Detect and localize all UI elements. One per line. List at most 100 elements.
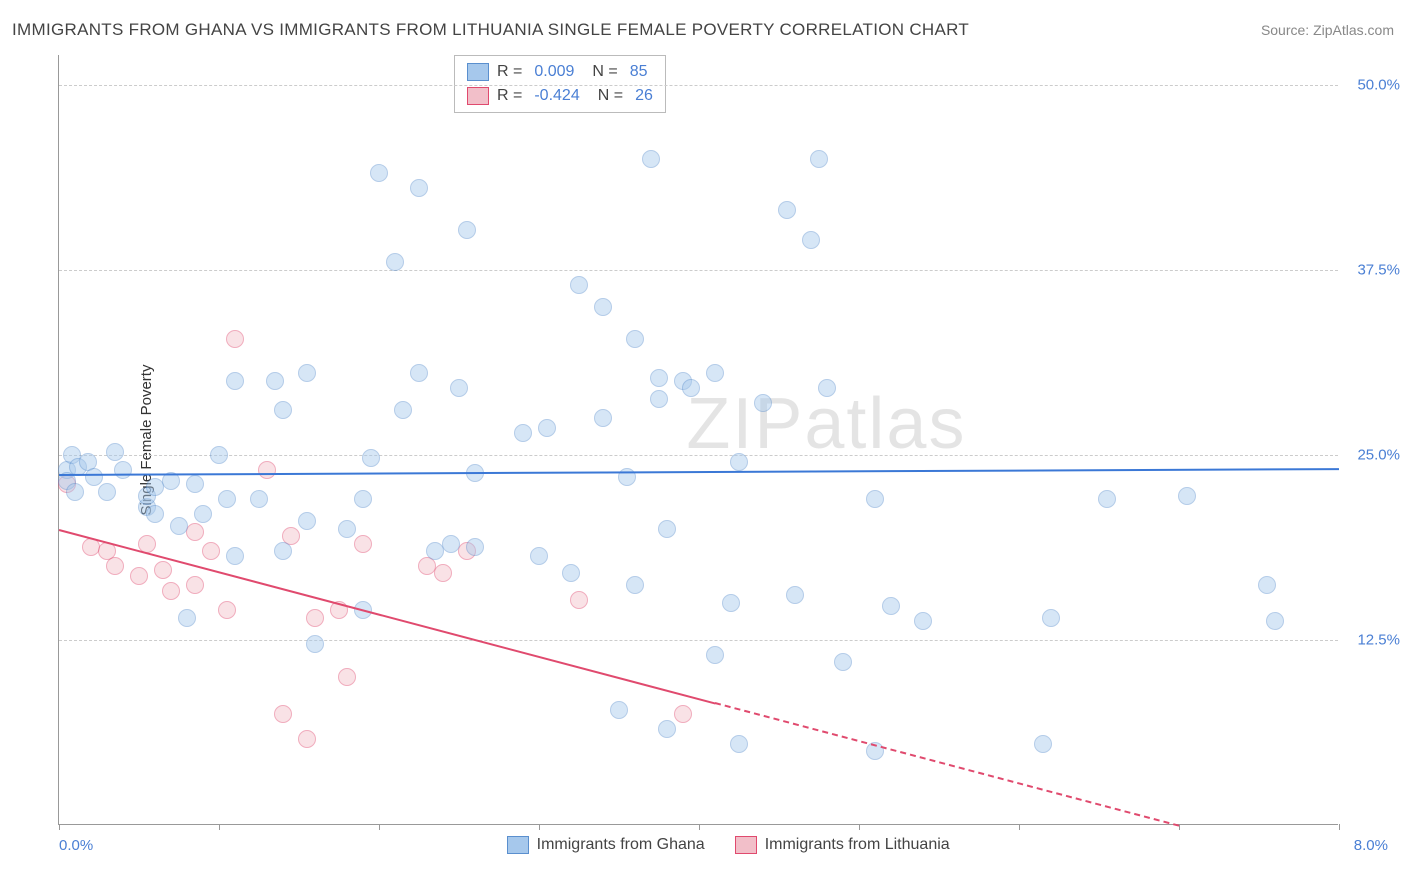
data-point bbox=[226, 547, 244, 565]
data-point bbox=[274, 705, 292, 723]
data-point bbox=[274, 401, 292, 419]
data-point bbox=[410, 364, 428, 382]
trend-line bbox=[59, 468, 1339, 476]
data-point bbox=[130, 567, 148, 585]
data-point bbox=[626, 330, 644, 348]
data-point bbox=[1034, 735, 1052, 753]
legend-n-label: N = bbox=[592, 60, 617, 84]
data-point bbox=[466, 538, 484, 556]
legend-swatch-lithuania bbox=[467, 87, 489, 105]
data-point bbox=[442, 535, 460, 553]
data-point bbox=[642, 150, 660, 168]
data-point bbox=[914, 612, 932, 630]
data-point bbox=[538, 419, 556, 437]
data-point bbox=[114, 461, 132, 479]
data-point bbox=[754, 394, 772, 412]
data-point bbox=[210, 446, 228, 464]
data-point bbox=[146, 505, 164, 523]
gridline bbox=[59, 640, 1338, 641]
trend-line bbox=[715, 702, 1180, 827]
data-point bbox=[1042, 609, 1060, 627]
series-name-lithuania: Immigrants from Lithuania bbox=[765, 836, 950, 854]
data-point bbox=[274, 542, 292, 560]
data-point bbox=[722, 594, 740, 612]
legend-n-value-ghana: 85 bbox=[630, 60, 648, 84]
series-swatch-ghana bbox=[507, 836, 529, 854]
data-point bbox=[626, 576, 644, 594]
data-point bbox=[594, 409, 612, 427]
data-point bbox=[1178, 487, 1196, 505]
data-point bbox=[658, 720, 676, 738]
series-swatch-lithuania bbox=[735, 836, 757, 854]
legend-r-label: R = bbox=[497, 84, 522, 108]
x-tick bbox=[379, 824, 380, 830]
legend-n-label: N = bbox=[598, 84, 623, 108]
data-point bbox=[682, 379, 700, 397]
x-tick bbox=[859, 824, 860, 830]
data-point bbox=[338, 668, 356, 686]
legend-swatch-ghana bbox=[467, 63, 489, 81]
data-point bbox=[778, 201, 796, 219]
data-point bbox=[786, 586, 804, 604]
data-point bbox=[178, 609, 196, 627]
data-point bbox=[162, 582, 180, 600]
data-point bbox=[386, 253, 404, 271]
data-point bbox=[1258, 576, 1276, 594]
y-tick-label: 25.0% bbox=[1345, 446, 1400, 463]
trend-line bbox=[59, 529, 715, 704]
legend-r-label: R = bbox=[497, 60, 522, 84]
data-point bbox=[706, 364, 724, 382]
x-tick bbox=[1019, 824, 1020, 830]
y-tick-label: 37.5% bbox=[1345, 261, 1400, 278]
x-axis-min-label: 0.0% bbox=[59, 837, 93, 854]
chart-title: IMMIGRANTS FROM GHANA VS IMMIGRANTS FROM… bbox=[12, 20, 969, 40]
data-point bbox=[154, 561, 172, 579]
x-tick bbox=[1339, 824, 1340, 830]
data-point bbox=[354, 535, 372, 553]
y-tick-label: 50.0% bbox=[1345, 76, 1400, 93]
x-tick bbox=[539, 824, 540, 830]
data-point bbox=[570, 276, 588, 294]
data-point bbox=[562, 564, 580, 582]
gridline bbox=[59, 270, 1338, 271]
data-point bbox=[106, 443, 124, 461]
data-point bbox=[186, 523, 204, 541]
series-name-ghana: Immigrants from Ghana bbox=[537, 836, 705, 854]
data-point bbox=[66, 483, 84, 501]
data-point bbox=[370, 164, 388, 182]
data-point bbox=[218, 490, 236, 508]
data-point bbox=[514, 424, 532, 442]
data-point bbox=[98, 483, 116, 501]
legend-row-ghana: R = 0.009 N = 85 bbox=[467, 60, 653, 84]
data-point bbox=[354, 490, 372, 508]
legend-n-value-lithuania: 26 bbox=[635, 84, 653, 108]
data-point bbox=[194, 505, 212, 523]
data-point bbox=[434, 564, 452, 582]
data-point bbox=[170, 517, 188, 535]
data-point bbox=[730, 453, 748, 471]
series-legend-lithuania: Immigrants from Lithuania bbox=[735, 836, 950, 854]
data-point bbox=[834, 653, 852, 671]
data-point bbox=[1266, 612, 1284, 630]
data-point bbox=[1098, 490, 1116, 508]
data-point bbox=[306, 635, 324, 653]
data-point bbox=[818, 379, 836, 397]
data-point bbox=[186, 576, 204, 594]
data-point bbox=[706, 646, 724, 664]
data-point bbox=[730, 735, 748, 753]
data-point bbox=[410, 179, 428, 197]
legend-r-value-ghana: 0.009 bbox=[534, 60, 574, 84]
data-point bbox=[882, 597, 900, 615]
y-tick-label: 12.5% bbox=[1345, 631, 1400, 648]
data-point bbox=[85, 468, 103, 486]
data-point bbox=[258, 461, 276, 479]
data-point bbox=[226, 330, 244, 348]
gridline bbox=[59, 85, 1338, 86]
series-legend-ghana: Immigrants from Ghana bbox=[507, 836, 705, 854]
x-tick bbox=[219, 824, 220, 830]
data-point bbox=[650, 390, 668, 408]
data-point bbox=[802, 231, 820, 249]
data-point bbox=[450, 379, 468, 397]
data-point bbox=[570, 591, 588, 609]
data-point bbox=[674, 705, 692, 723]
